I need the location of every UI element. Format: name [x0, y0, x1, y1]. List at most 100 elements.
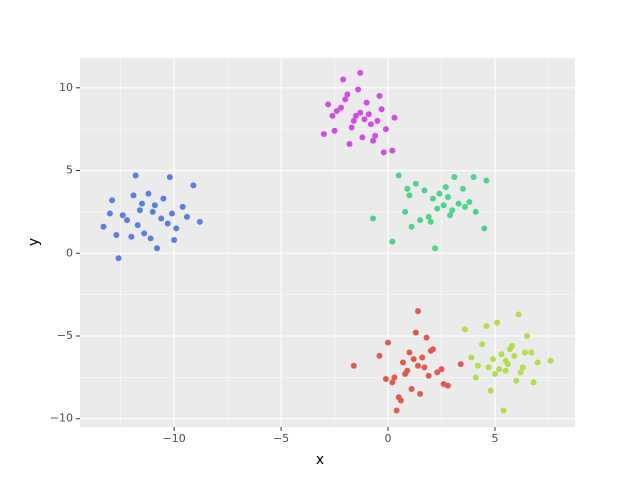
point [425, 372, 432, 379]
point [171, 237, 178, 244]
point [489, 356, 496, 363]
point [414, 362, 421, 369]
y-tick-label: 5 [66, 164, 73, 177]
point [374, 117, 381, 124]
point [147, 235, 154, 242]
point [395, 172, 402, 179]
point [389, 238, 396, 245]
point [190, 182, 197, 189]
point [427, 218, 434, 225]
point [408, 385, 415, 392]
point [547, 357, 554, 364]
point [534, 359, 541, 366]
point [367, 121, 374, 128]
point [376, 93, 383, 100]
point [365, 111, 372, 118]
point [350, 117, 357, 124]
point [119, 212, 126, 219]
point [408, 223, 415, 230]
point [355, 86, 362, 93]
point [113, 232, 120, 239]
point [421, 187, 428, 194]
point [382, 126, 389, 133]
x-tick-label: 0 [385, 432, 392, 445]
point [389, 379, 396, 386]
point [141, 230, 148, 237]
point [429, 346, 436, 353]
point [483, 323, 490, 330]
y-tick-label: 0 [66, 246, 73, 259]
point [472, 208, 479, 215]
x-axis-title: x [316, 452, 324, 468]
x-tick-label: 5 [491, 432, 498, 445]
point [361, 116, 368, 123]
point [436, 190, 443, 197]
point [498, 351, 505, 358]
point [380, 149, 387, 156]
point [164, 220, 171, 227]
point [128, 233, 135, 240]
point [481, 225, 488, 232]
point [414, 308, 421, 315]
point [524, 332, 531, 339]
point [451, 174, 458, 181]
point [350, 362, 357, 369]
point [404, 185, 411, 192]
point [333, 107, 340, 114]
x-tick-label: −10 [163, 432, 186, 445]
point [363, 99, 370, 106]
point [136, 207, 143, 214]
point [406, 349, 413, 356]
point [509, 342, 516, 349]
point [357, 109, 364, 116]
point [483, 177, 490, 184]
point [444, 382, 451, 389]
point [528, 349, 535, 356]
point [421, 364, 428, 371]
point [382, 376, 389, 383]
point [348, 124, 355, 131]
point [500, 407, 507, 414]
point [440, 202, 447, 209]
point [419, 354, 426, 361]
point [106, 210, 113, 217]
point [393, 407, 400, 414]
point [472, 374, 479, 381]
point [385, 339, 392, 346]
point [449, 207, 456, 214]
y-axis-title: y [26, 238, 42, 246]
point [406, 192, 413, 199]
point [517, 369, 524, 376]
point [521, 349, 528, 356]
point [331, 127, 338, 134]
point [391, 114, 398, 121]
point [359, 134, 366, 141]
point [434, 369, 441, 376]
point [145, 190, 152, 197]
point [320, 131, 327, 138]
point [402, 371, 409, 378]
point [325, 101, 332, 108]
point [410, 356, 417, 363]
point [329, 112, 336, 119]
y-tick-label: −5 [57, 329, 73, 342]
point [139, 200, 146, 207]
point [438, 366, 445, 373]
point [470, 174, 477, 181]
point [352, 112, 359, 119]
point [346, 141, 353, 148]
point [100, 223, 107, 230]
point [412, 329, 419, 336]
point [154, 245, 161, 252]
point [412, 180, 419, 187]
point [423, 334, 430, 341]
point [158, 215, 165, 222]
point [400, 359, 407, 366]
point [474, 362, 481, 369]
point [344, 91, 351, 98]
point [485, 364, 492, 371]
point [124, 217, 131, 224]
point [378, 106, 385, 113]
point [134, 222, 141, 229]
